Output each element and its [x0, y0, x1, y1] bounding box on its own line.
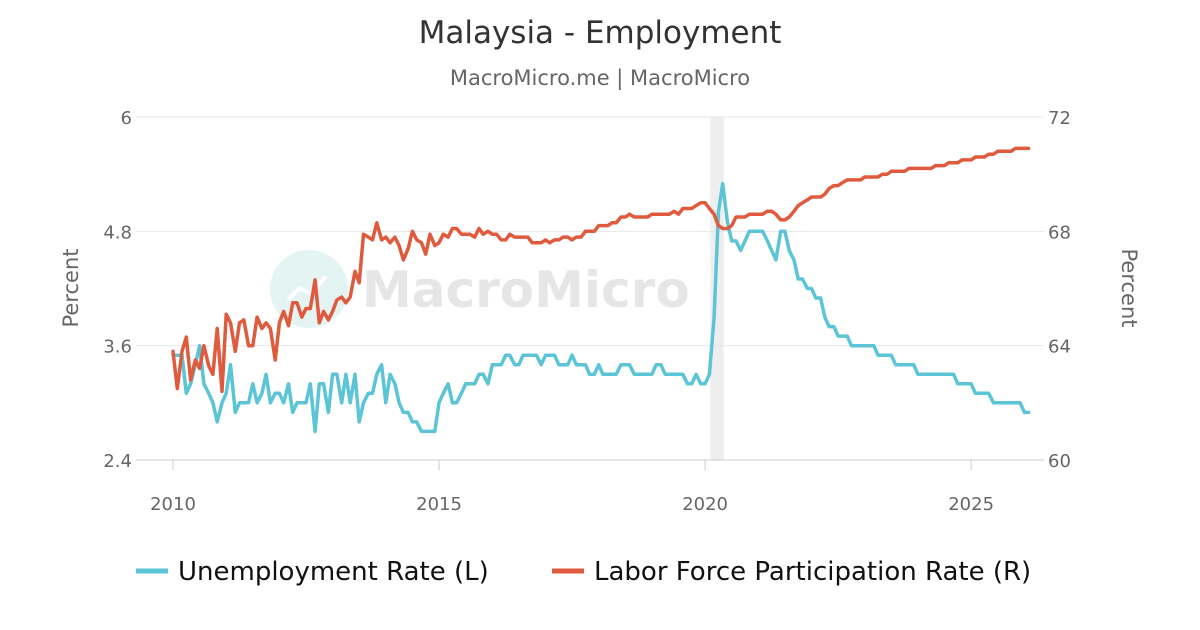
- x-tick-label: 2010: [150, 494, 196, 515]
- y-left-tick-label: 4.8: [103, 222, 132, 243]
- highlight-band: [710, 117, 724, 460]
- series-line-unemployment: [171, 181, 1031, 434]
- y-right-axis-title: Percent: [1117, 248, 1141, 327]
- y-left-tick-label: 2.4: [103, 451, 132, 472]
- legend: Unemployment Rate (L) Labor Force Partic…: [136, 557, 1031, 587]
- chart-title: Malaysia - Employment: [419, 15, 782, 51]
- watermark: MacroMicro: [270, 250, 690, 328]
- legend-label-participation: Labor Force Participation Rate (R): [594, 557, 1031, 587]
- y-left-tick-label: 6: [121, 108, 132, 129]
- y-left-axis-title: Percent: [59, 248, 83, 327]
- y-right-tick-label: 64: [1048, 337, 1071, 358]
- x-tick-label: 2015: [416, 494, 462, 515]
- series-line-participation: [171, 146, 1031, 394]
- x-tick-label: 2020: [682, 494, 728, 515]
- y-right-tick-label: 72: [1048, 108, 1071, 129]
- y-left-tick-label: 3.6: [103, 337, 132, 358]
- watermark-text: MacroMicro: [362, 261, 690, 319]
- chart-subtitle: MacroMicro.me | MacroMicro: [450, 66, 750, 91]
- watermark-logo-line: [286, 274, 328, 302]
- legend-item-unemployment[interactable]: Unemployment Rate (L): [136, 557, 489, 587]
- legend-label-unemployment: Unemployment Rate (L): [178, 557, 489, 587]
- y-right-tick-label: 60: [1048, 451, 1071, 472]
- watermark-logo-icon: [270, 250, 348, 328]
- legend-item-participation[interactable]: Labor Force Participation Rate (R): [552, 557, 1031, 587]
- axis-ticks: 6 4.8 3.6 2.4 72 68 64 60 2010 2015 2020 2025: [103, 108, 1071, 515]
- y-right-tick-label: 68: [1048, 222, 1071, 243]
- x-tick-label: 2025: [948, 494, 994, 515]
- series-layer: [171, 146, 1031, 434]
